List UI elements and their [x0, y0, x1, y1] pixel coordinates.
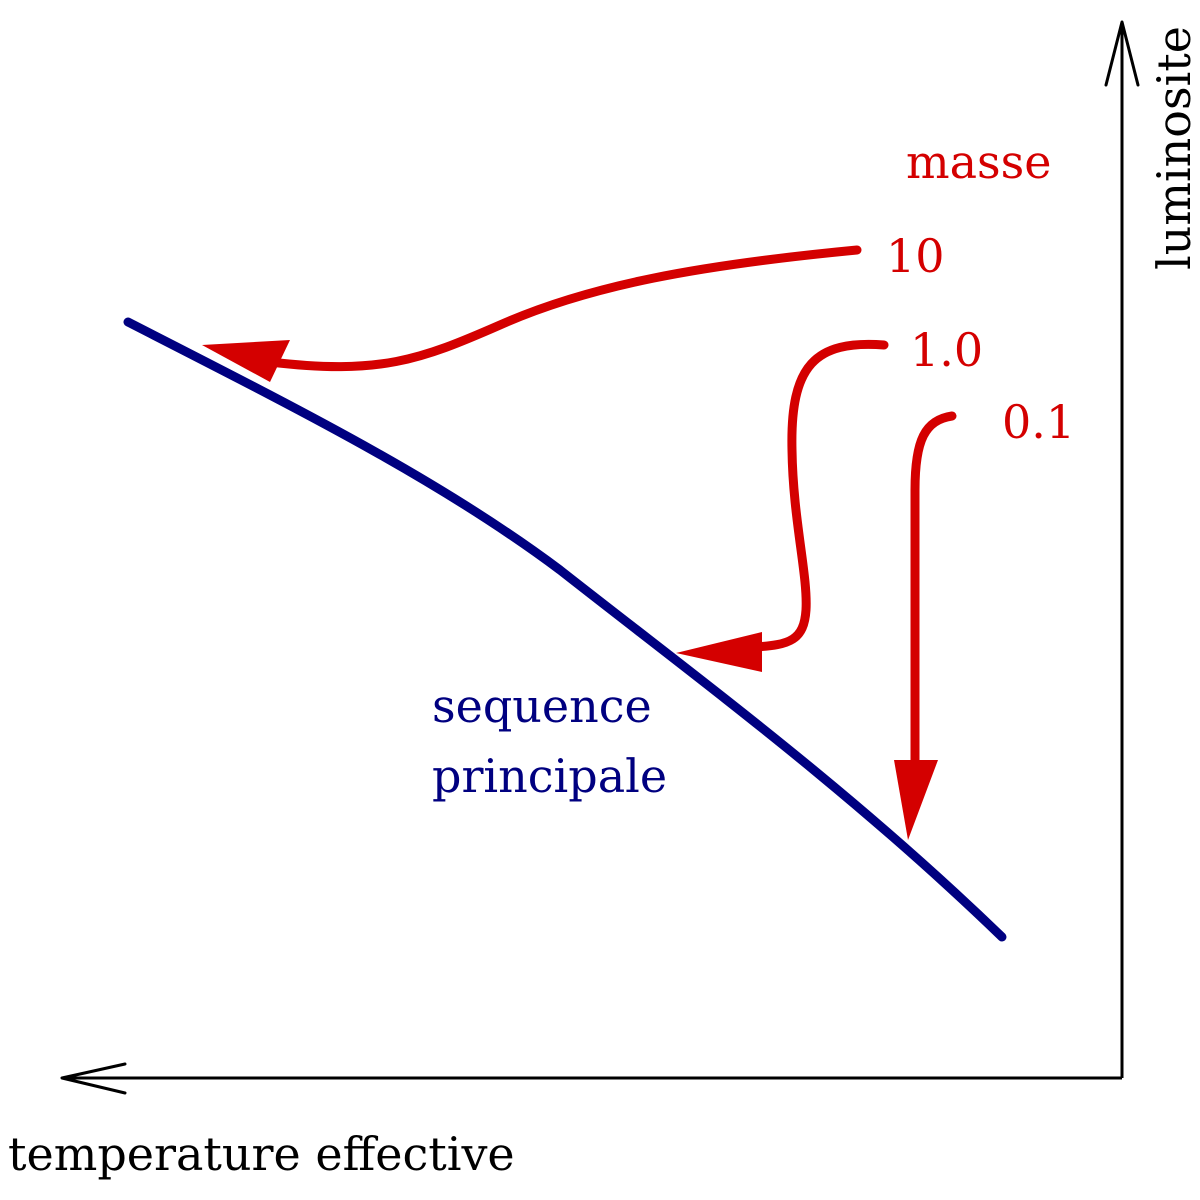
- track-mass-10: 10: [202, 229, 945, 382]
- temperature-axis-arrowhead: [60, 1062, 127, 1095]
- x-axis-label: temperature effective: [8, 1127, 515, 1181]
- track-1-arrowhead: [676, 632, 762, 672]
- track-10-mass-label: 10: [886, 229, 945, 283]
- axes: [60, 20, 1140, 1095]
- track-0-1-mass-label: 0.1: [1002, 395, 1075, 449]
- track-0-1-arrowhead: [894, 760, 938, 840]
- mass-legend-title: masse: [906, 135, 1051, 189]
- track-mass-1: 1.0: [676, 323, 983, 672]
- track-0-1-path: [910, 411, 957, 775]
- main-sequence-label-line1: sequence: [432, 679, 652, 733]
- main-sequence-line: [123, 317, 1007, 942]
- luminosity-axis-arrowhead: [1104, 20, 1140, 87]
- y-axis-label: luminosite: [1147, 26, 1200, 270]
- track-1-path: [750, 339, 889, 652]
- track-10-arrowhead: [202, 340, 290, 382]
- track-mass-0-1: 0.1: [894, 395, 1075, 840]
- main-sequence-label-line2: principale: [432, 749, 667, 803]
- track-1-mass-label: 1.0: [910, 323, 983, 377]
- track-10-path: [265, 245, 862, 372]
